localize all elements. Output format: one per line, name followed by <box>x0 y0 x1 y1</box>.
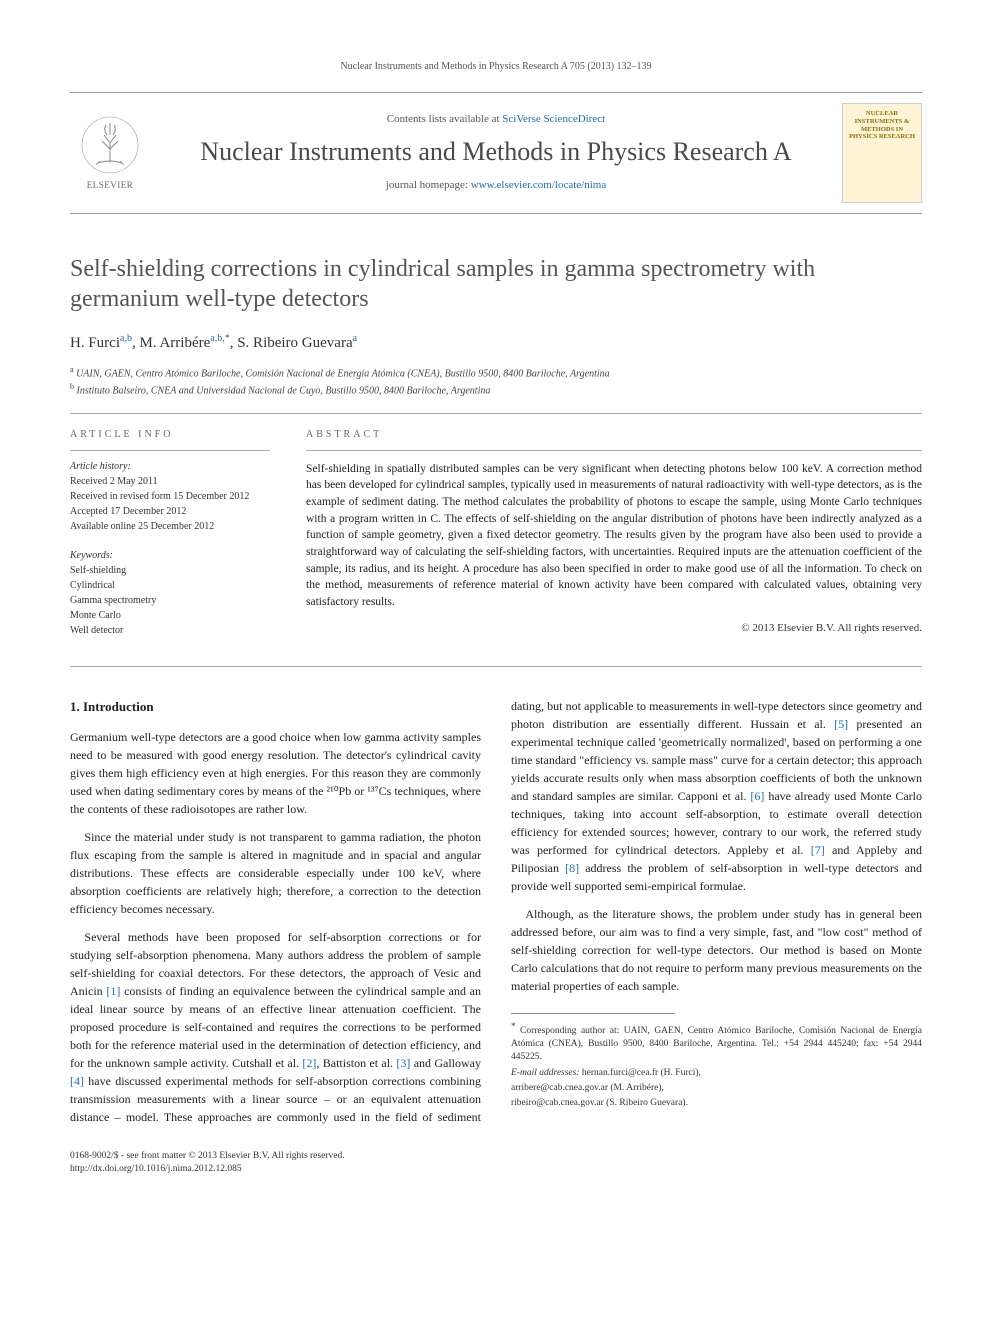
cover-title: NUCLEAR INSTRUMENTS & METHODS IN PHYSICS… <box>847 110 917 141</box>
footnote-rule <box>511 1013 675 1014</box>
contents-prefix: Contents lists available at <box>387 113 502 125</box>
keywords-header: Keywords: <box>70 548 270 563</box>
author-2: M. Arribére <box>139 335 210 351</box>
footnotes: * Corresponding author at: UAIN, GAEN, C… <box>511 1020 922 1111</box>
abstract-label: ABSTRACT <box>306 428 922 442</box>
citation-link[interactable]: [8] <box>565 861 579 875</box>
abstract-copyright: © 2013 Elsevier B.V. All rights reserved… <box>306 621 922 636</box>
sciencedirect-link[interactable]: SciVerse ScienceDirect <box>502 113 605 125</box>
article-body: 1. Introduction Germanium well-type dete… <box>70 697 922 1127</box>
body-para: Germanium well-type detectors are a good… <box>70 728 481 818</box>
homepage-line: journal homepage: www.elsevier.com/locat… <box>168 178 824 193</box>
author-list: H. Furcia,b, M. Arribérea,b,*, S. Ribeir… <box>70 332 922 354</box>
page-footer: 0168-9002/$ - see front matter © 2013 El… <box>70 1150 922 1177</box>
citation-link[interactable]: [7] <box>811 843 825 857</box>
elsevier-tree-icon <box>80 115 140 175</box>
history-accepted: Accepted 17 December 2012 <box>70 504 270 519</box>
author-3-aff: a <box>353 333 357 344</box>
author-3: S. Ribeiro Guevara <box>237 335 352 351</box>
history-received: Received 2 May 2011 <box>70 474 270 489</box>
elsevier-logo: ELSEVIER <box>70 108 150 198</box>
masthead-center: Contents lists available at SciVerse Sci… <box>168 112 824 193</box>
affiliations: a UAIN, GAEN, Centro Atómico Bariloche, … <box>70 364 922 399</box>
article-info-label: ARTICLE INFO <box>70 428 270 442</box>
elsevier-name: ELSEVIER <box>87 179 134 192</box>
footer-left: 0168-9002/$ - see front matter © 2013 El… <box>70 1150 345 1177</box>
citation-link[interactable]: [1] <box>106 984 120 998</box>
divider <box>70 413 922 414</box>
issn-line: 0168-9002/$ - see front matter © 2013 El… <box>70 1150 345 1163</box>
citation-link[interactable]: [3] <box>396 1056 410 1070</box>
citation-link[interactable]: [6] <box>750 789 764 803</box>
history-revised: Received in revised form 15 December 201… <box>70 489 270 504</box>
keywords-block: Keywords: Self-shielding Cylindrical Gam… <box>70 548 270 638</box>
divider <box>70 450 270 451</box>
email-label: E-mail addresses: <box>511 1068 580 1078</box>
email-1: hernan.furci@cea.fr (H. Furci), <box>582 1068 701 1078</box>
keyword: Well detector <box>70 623 270 638</box>
corr-marker: * <box>511 1021 516 1031</box>
body-para: Although, as the literature shows, the p… <box>511 905 922 995</box>
affiliation-b: Instituto Balseiro, CNEA and Universidad… <box>77 386 491 397</box>
email-line: E-mail addresses: hernan.furci@cea.fr (H… <box>511 1067 922 1080</box>
keyword: Monte Carlo <box>70 608 270 623</box>
running-head: Nuclear Instruments and Methods in Physi… <box>70 60 922 74</box>
journal-title: Nuclear Instruments and Methods in Physi… <box>168 134 824 170</box>
body-para: Since the material under study is not tr… <box>70 828 481 918</box>
doi-line: http://dx.doi.org/10.1016/j.nima.2012.12… <box>70 1163 345 1176</box>
homepage-prefix: journal homepage: <box>386 179 471 191</box>
citation-link[interactable]: [4] <box>70 1074 84 1088</box>
divider <box>70 666 922 667</box>
journal-masthead: ELSEVIER Contents lists available at Sci… <box>70 92 922 214</box>
author-2-aff: a,b, <box>210 333 224 344</box>
journal-cover-thumb: NUCLEAR INSTRUMENTS & METHODS IN PHYSICS… <box>842 103 922 203</box>
history-online: Available online 25 December 2012 <box>70 519 270 534</box>
homepage-link[interactable]: www.elsevier.com/locate/nima <box>471 179 607 191</box>
email-line: ribeiro@cab.cnea.gov.ar (S. Ribeiro Guev… <box>511 1097 922 1110</box>
corresponding-author-note: * Corresponding author at: UAIN, GAEN, C… <box>511 1020 922 1065</box>
affiliation-a: UAIN, GAEN, Centro Atómico Bariloche, Co… <box>76 368 610 379</box>
history-header: Article history: <box>70 459 270 474</box>
section-1-heading: 1. Introduction <box>70 697 481 717</box>
citation-link[interactable]: [2] <box>302 1056 316 1070</box>
email-line: arribere@cab.cnea.gov.ar (M. Arribére), <box>511 1082 922 1095</box>
info-abstract-row: ARTICLE INFO Article history: Received 2… <box>70 428 922 652</box>
body-text: , Battiston et al. <box>316 1056 396 1070</box>
author-1-aff: a,b <box>120 333 132 344</box>
keyword: Self-shielding <box>70 563 270 578</box>
contents-line: Contents lists available at SciVerse Sci… <box>168 112 824 127</box>
author-2-corr: * <box>225 333 230 344</box>
body-text: and Galloway <box>410 1056 481 1070</box>
keyword: Gamma spectrometry <box>70 593 270 608</box>
abstract-col: ABSTRACT Self-shielding in spatially dis… <box>306 428 922 652</box>
author-1: H. Furci <box>70 335 120 351</box>
divider <box>306 450 922 451</box>
article-title: Self-shielding corrections in cylindrica… <box>70 254 922 314</box>
abstract-text: Self-shielding in spatially distributed … <box>306 461 922 611</box>
article-info-col: ARTICLE INFO Article history: Received 2… <box>70 428 270 652</box>
keyword: Cylindrical <box>70 578 270 593</box>
citation-link[interactable]: [5] <box>834 717 848 731</box>
corr-text: Corresponding author at: UAIN, GAEN, Cen… <box>511 1026 922 1063</box>
article-history: Article history: Received 2 May 2011 Rec… <box>70 459 270 534</box>
